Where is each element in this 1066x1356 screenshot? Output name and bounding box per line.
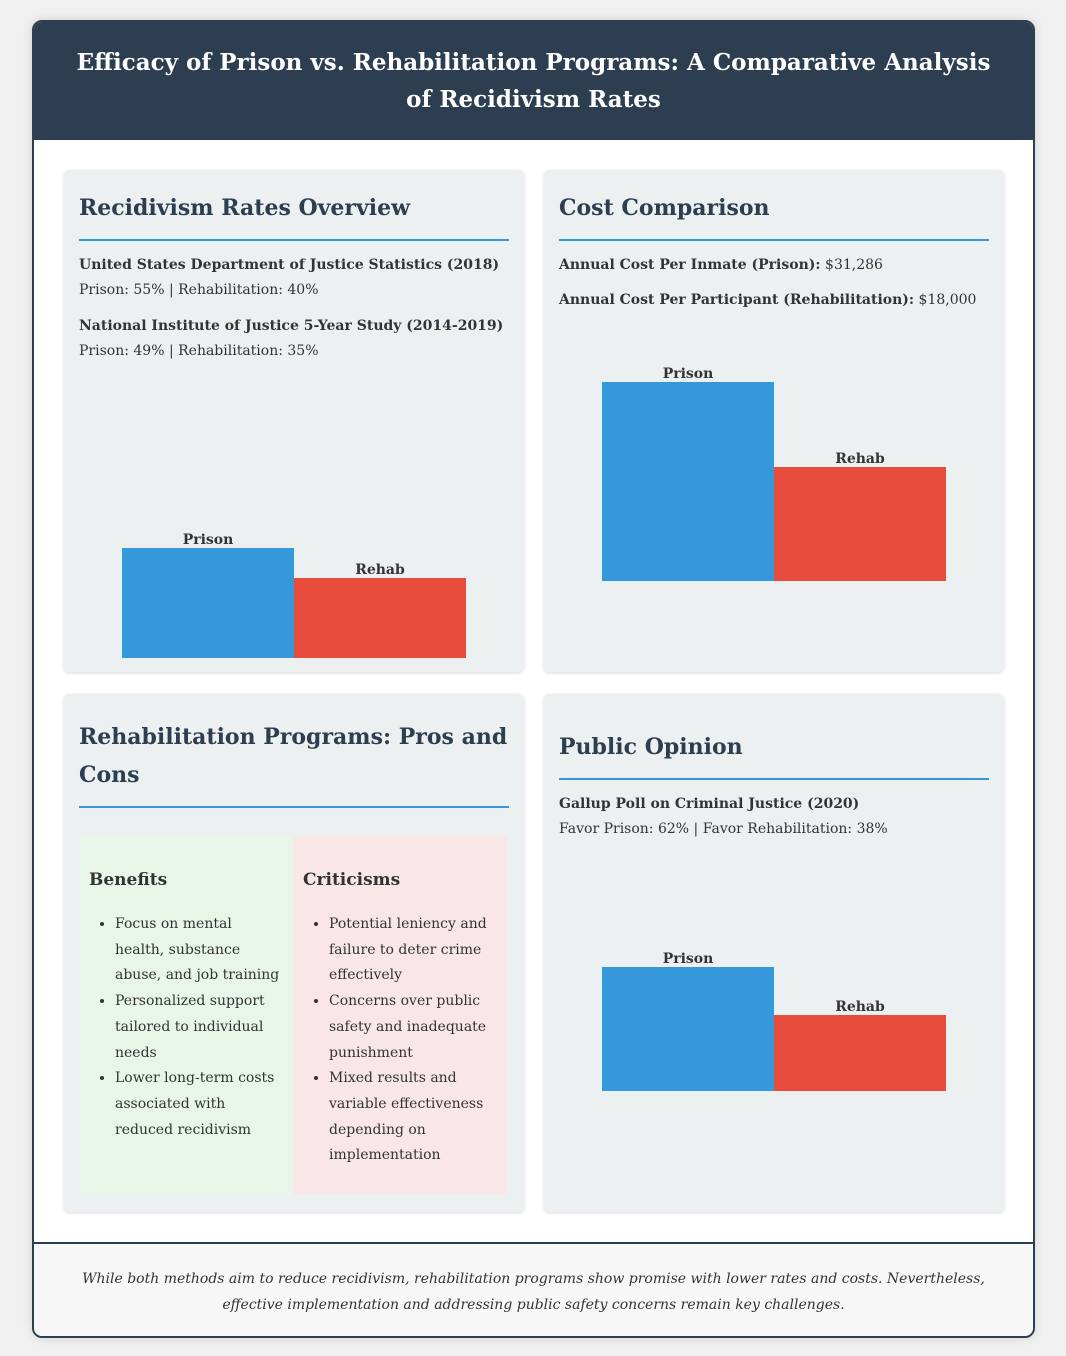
infographic-card: Efficacy of Prison vs. Rehabilitation Pr…: [32, 20, 1035, 1338]
doj-stat: United States Department of Justice Stat…: [79, 253, 509, 303]
benefits-list: Focus on mental health, substance abuse,…: [89, 912, 283, 1143]
chart-bar-rehab: Rehab: [774, 999, 946, 1091]
chart-bar-rehab: Rehab: [774, 451, 946, 581]
gallup-stat: Gallup Poll on Criminal Justice (2020) F…: [559, 792, 989, 842]
list-item: Personalized support tailored to individ…: [115, 989, 283, 1066]
gallup-values: Favor Prison: 62% | Favor Rehabilitation…: [559, 821, 888, 837]
rehab-cost-value: $18,000: [918, 292, 977, 308]
conclusion-footer: While both methods aim to reduce recidiv…: [34, 1242, 1033, 1336]
list-item: Mixed results and variable effectiveness…: [329, 1066, 497, 1169]
opinion-panel: Public Opinion Gallup Poll on Criminal J…: [544, 694, 1004, 1212]
page-header: Efficacy of Prison vs. Rehabilitation Pr…: [34, 22, 1033, 140]
chart-bar-prison: Prison: [602, 951, 774, 1091]
chart-bar-label-prison: Prison: [662, 951, 714, 967]
prison-cost: Annual Cost Per Inmate (Prison): $31,286: [559, 253, 989, 278]
chart-bar-rehab: Rehab: [294, 562, 466, 658]
chart-bar-prison: Prison: [122, 532, 294, 658]
cost-panel: Cost Comparison Annual Cost Per Inmate (…: [544, 170, 1004, 672]
doj-values: Prison: 55% | Rehabilitation: 40%: [79, 282, 319, 298]
criticisms-box: Criticisms Potential leniency and failur…: [293, 836, 507, 1194]
nij-values: Prison: 49% | Rehabilitation: 35%: [79, 343, 319, 359]
conclusion-text: While both methods aim to reduce recidiv…: [82, 1271, 985, 1313]
criticisms-heading: Criticisms: [303, 870, 401, 890]
recidivism-heading: Recidivism Rates Overview: [79, 189, 509, 241]
chart-bar-label-rehab: Rehab: [835, 999, 885, 1015]
chart-bar-label-rehab: Rehab: [355, 562, 405, 578]
page-title: Efficacy of Prison vs. Rehabilitation Pr…: [76, 49, 991, 113]
nij-stat: National Institute of Justice 5-Year Stu…: [79, 314, 509, 364]
chart-bar-label-rehab: Rehab: [835, 450, 885, 467]
benefits-heading: Benefits: [89, 870, 168, 890]
criticisms-list: Potential leniency and failure to deter …: [303, 912, 497, 1169]
opinion-heading: Public Opinion: [559, 728, 989, 780]
rehab-cost: Annual Cost Per Participant (Rehabilitat…: [559, 288, 989, 313]
chart-bar-label-prison: Prison: [662, 366, 714, 383]
nij-source: National Institute of Justice 5-Year Stu…: [79, 318, 504, 334]
list-item: Lower long-term costs associated with re…: [115, 1066, 283, 1143]
proscons-panel: Rehabilitation Programs: Pros and Cons B…: [64, 694, 524, 1212]
gallup-source: Gallup Poll on Criminal Justice (2020): [559, 796, 860, 812]
cost-heading: Cost Comparison: [559, 189, 989, 241]
rehab-cost-label: Annual Cost Per Participant (Rehabilitat…: [559, 292, 915, 308]
recidivism-panel: Recidivism Rates Overview United States …: [64, 170, 524, 672]
benefits-box: Benefits Focus on mental health, substan…: [79, 836, 293, 1194]
list-item: Concerns over public safety and inadequa…: [329, 989, 497, 1066]
proscons-heading: Rehabilitation Programs: Pros and Cons: [79, 718, 509, 808]
doj-source: United States Department of Justice Stat…: [79, 257, 500, 273]
chart-bar-label-prison: Prison: [182, 532, 234, 548]
prison-cost-label: Annual Cost Per Inmate (Prison):: [559, 257, 821, 273]
list-item: Potential leniency and failure to deter …: [329, 912, 497, 989]
list-item: Focus on mental health, substance abuse,…: [115, 912, 283, 989]
prison-cost-value: $31,286: [825, 257, 883, 273]
chart-bar-prison: Prison: [602, 366, 774, 581]
